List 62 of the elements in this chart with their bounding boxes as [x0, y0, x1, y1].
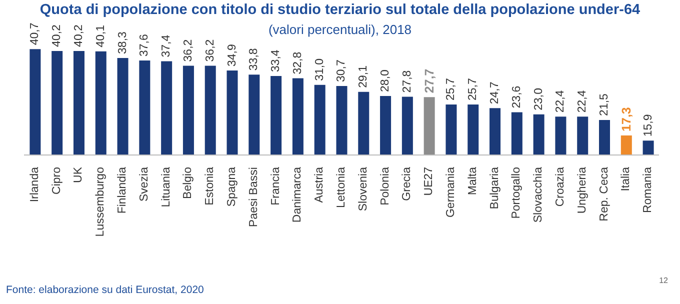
- chart-title: Quota di popolazione con titolo di studio terziario sul totale della popolazione under-64: [38, 2, 642, 18]
- data-label: 36,2: [204, 39, 216, 62]
- data-label: 30,7: [336, 60, 348, 82]
- x-tick-label: Malta: [466, 166, 479, 196]
- data-label: 40,7: [29, 22, 42, 46]
- data-label: 22,4: [576, 90, 589, 113]
- data-label: 23,0: [532, 88, 545, 110]
- x-tick-label: Ungheria: [576, 166, 588, 214]
- data-label: 33,4: [270, 49, 282, 72]
- data-label: 15,9: [642, 114, 654, 137]
- x-tick-label: Francia: [270, 166, 282, 206]
- data-label: 23,6: [510, 86, 523, 108]
- x-tick-label: Svezia: [138, 166, 150, 202]
- data-label: 27,7: [422, 68, 436, 94]
- data-label: 37,4: [160, 34, 173, 58]
- x-tick-label: Grecia: [401, 166, 414, 201]
- x-tick-label: Croazia: [554, 166, 566, 207]
- data-label: 40,1: [94, 24, 107, 48]
- data-label: 28,0: [380, 70, 392, 92]
- x-tick-label: Bulgaria: [488, 166, 501, 210]
- x-tick-label: Belgio: [182, 167, 194, 199]
- data-label: 25,7: [467, 78, 480, 100]
- data-label: 36,2: [182, 39, 194, 62]
- x-tick-label: Austria: [314, 166, 326, 203]
- x-tick-label: UE27: [423, 167, 436, 196]
- x-tick-label: Lituania: [160, 166, 172, 208]
- x-tick-label: Italia: [620, 166, 632, 192]
- x-tick-label: Finlandia: [116, 166, 129, 214]
- x-tick-label: Spagna: [226, 166, 238, 207]
- x-tick-label: Lussemburgo: [94, 167, 107, 237]
- data-label: 37,6: [138, 34, 151, 57]
- source-note: Fonte: elaborazione su dati Eurostat, 2020: [6, 284, 204, 296]
- x-tick-label: Irlanda: [28, 166, 41, 202]
- data-label: 22,4: [554, 90, 567, 113]
- x-tick-label: Polonia: [379, 166, 392, 206]
- x-tick-label: Slovenia: [357, 166, 370, 212]
- data-label: 24,7: [489, 82, 502, 104]
- text: 12: [659, 276, 668, 285]
- data-label: 29,1: [358, 66, 370, 88]
- x-tick-label: Estonia: [204, 166, 216, 206]
- data-label: 25,7: [445, 78, 458, 100]
- data-label: 32,8: [292, 52, 304, 74]
- data-label: 34,9: [226, 44, 238, 67]
- x-tick-label: Danimarca: [292, 166, 304, 223]
- data-label: 38,3: [116, 32, 129, 54]
- data-label: 31,0: [314, 58, 326, 81]
- data-label: 21,5: [598, 94, 611, 116]
- x-tick-label: Cipro: [50, 167, 63, 194]
- x-tick-label: Romania: [642, 166, 654, 214]
- data-label: 27,8: [401, 70, 414, 93]
- x-tick-label: Lettonia: [336, 166, 348, 208]
- x-tick-label: Germania: [444, 166, 457, 218]
- x-tick-label: Rep. Ceca: [598, 166, 610, 222]
- x-tick-label: Paesi Bassi: [248, 167, 260, 228]
- chart-subtitle: (valori percentuali), 2018: [268, 22, 412, 37]
- x-tick-label: Portogallo: [510, 167, 523, 219]
- data-label: 40,2: [51, 24, 64, 47]
- x-tick-label: Slovacchia: [532, 166, 545, 223]
- data-label: 40,2: [72, 24, 85, 47]
- data-label: 33,8: [248, 48, 260, 71]
- x-tick-label: UK: [72, 166, 85, 183]
- data-label: 17,3: [619, 107, 634, 132]
